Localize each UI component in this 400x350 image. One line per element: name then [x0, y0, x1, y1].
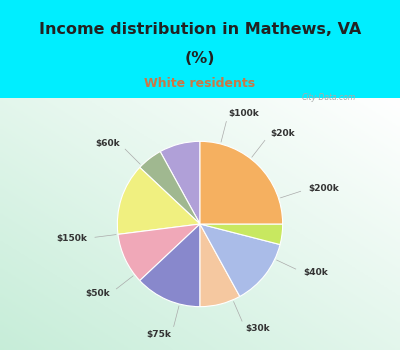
Text: (%): (%) — [185, 51, 215, 66]
Text: $60k: $60k — [95, 139, 120, 148]
Wedge shape — [200, 224, 280, 296]
Text: $150k: $150k — [56, 234, 87, 243]
Text: $200k: $200k — [308, 184, 339, 193]
Text: $20k: $20k — [270, 130, 294, 139]
Text: $75k: $75k — [147, 330, 172, 339]
Wedge shape — [200, 141, 283, 224]
Text: Income distribution in Mathews, VA: Income distribution in Mathews, VA — [39, 22, 361, 36]
Wedge shape — [140, 224, 200, 307]
Text: White residents: White residents — [144, 77, 256, 90]
Text: $30k: $30k — [245, 324, 270, 333]
Wedge shape — [200, 224, 283, 245]
Text: $50k: $50k — [85, 289, 110, 298]
Wedge shape — [200, 224, 240, 307]
Wedge shape — [140, 152, 200, 224]
Text: City-Data.com: City-Data.com — [302, 93, 356, 102]
Wedge shape — [160, 141, 200, 224]
Text: $100k: $100k — [228, 109, 259, 118]
Wedge shape — [117, 167, 200, 234]
Wedge shape — [118, 224, 200, 281]
Text: $40k: $40k — [303, 268, 328, 277]
